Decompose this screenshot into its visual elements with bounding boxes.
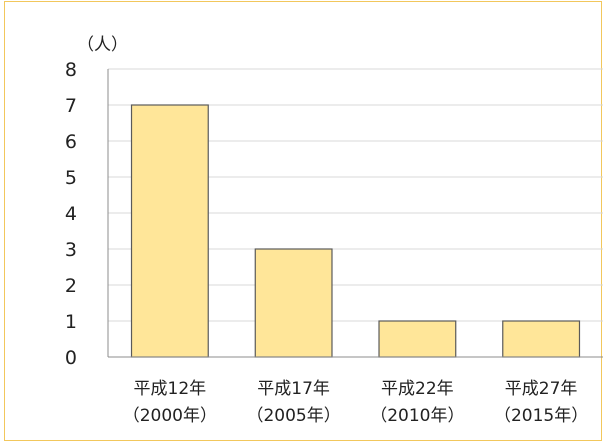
x-category-label-4-line-2: （2015年） [494,406,588,426]
y-unit-label: （人） [77,35,128,55]
bar-1 [130,104,209,358]
x-category-label-2-line-1: 平成17年 [257,379,330,399]
bar-4 [502,320,581,358]
y-tick-label-8: 8 [65,59,77,81]
y-tick-label-3: 3 [65,239,77,261]
y-tick-label-5: 5 [65,167,77,189]
y-tick-label-6: 6 [65,131,77,153]
x-category-label-1-line-1: 平成12年 [134,379,207,399]
bar-chart: 0 1 2 3 4 5 6 7 8 平成12年 （2000年） 平成17年 （2005年） 平成22年 （2… [65,35,603,426]
axes: 0 1 2 3 4 5 6 7 8 平成12年 （2000年） 平成17年 （2005年） 平成22年 （2… [65,59,603,426]
y-tick-label-0: 0 [65,347,77,369]
y-tick-label-2: 2 [65,275,77,297]
x-category-label-1-line-2: （2000年） [123,406,217,426]
y-tick-label-7: 7 [65,95,77,117]
bar-2 [254,248,333,358]
bars [130,104,581,358]
x-category-label-2-line-2: （2005年） [246,406,340,426]
x-category-label-4-line-1: 平成27年 [505,379,578,399]
x-category-label-3-line-1: 平成22年 [381,379,454,399]
x-category-label-3-line-2: （2010年） [370,406,464,426]
chart-frame: 0 1 2 3 4 5 6 7 8 平成12年 （2000年） 平成17年 （2005年） 平成22年 （2… [4,1,603,441]
bar-3 [378,320,457,358]
y-tick-label-4: 4 [65,203,77,225]
y-tick-label-1: 1 [65,311,77,333]
